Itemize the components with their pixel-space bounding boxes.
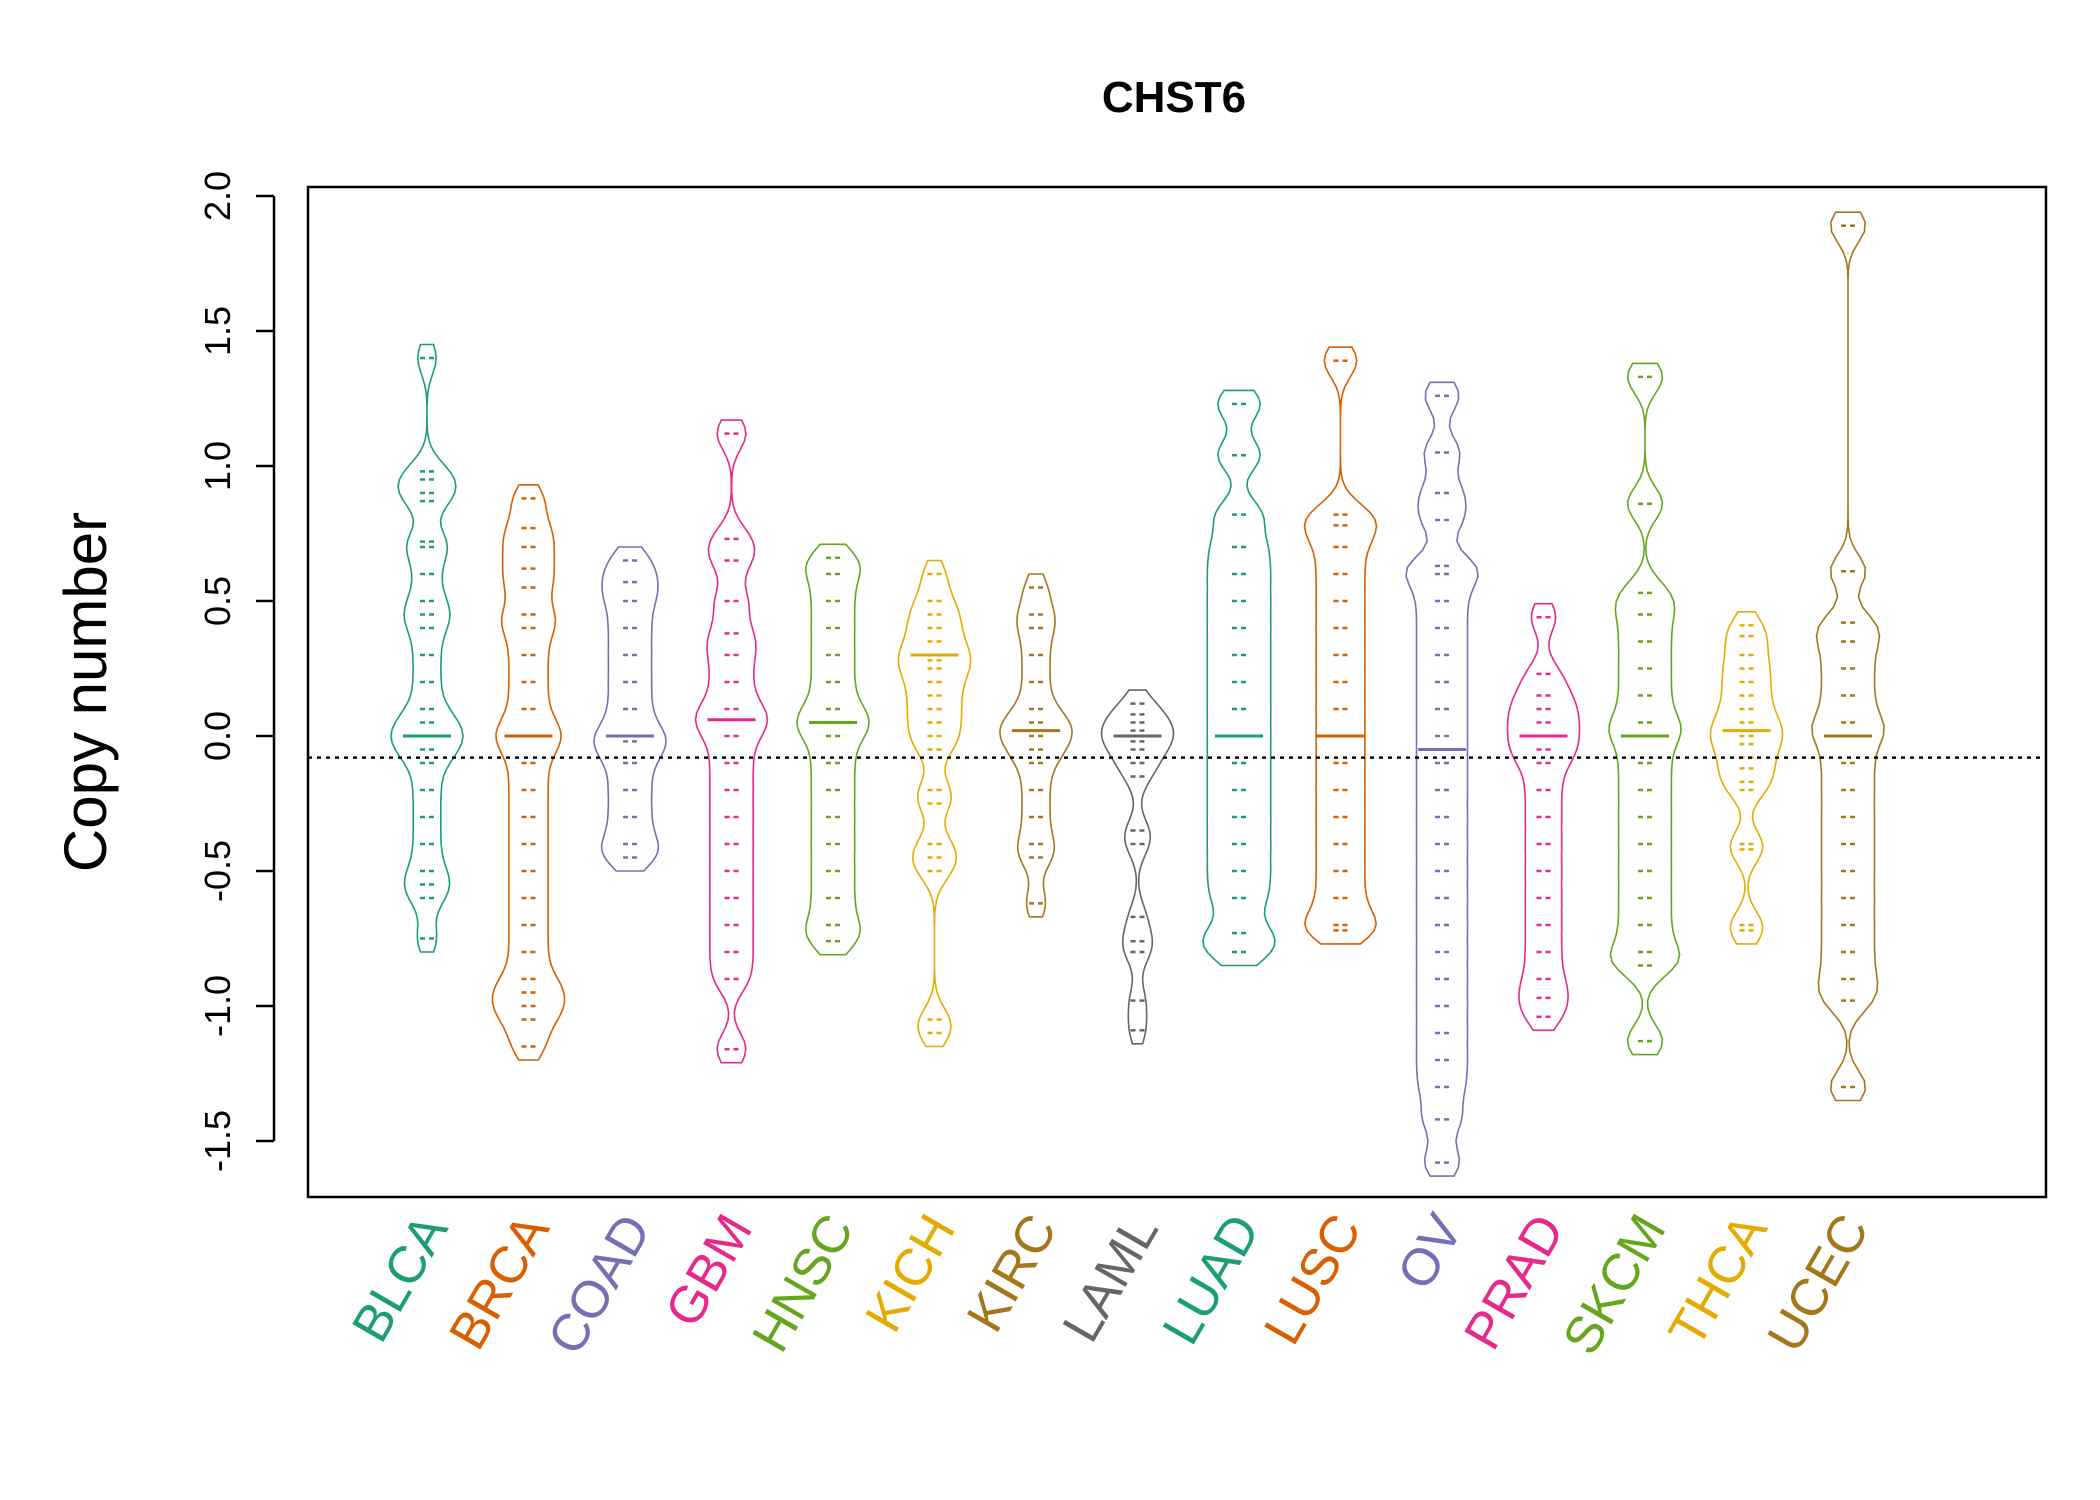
y-tick-label: 2.0 [197,171,238,221]
bean-outline [390,343,464,953]
bean-thca [1709,611,1784,945]
bean-outline [1608,362,1682,1056]
bean-outline [897,559,972,1048]
bean-ucec [1811,211,1885,1102]
x-category-label: KICH [855,1205,967,1342]
bean-outline [1709,611,1784,945]
bean-outline [999,573,1073,918]
bean-outline [1506,602,1581,1032]
bean-skcm [1608,362,1682,1056]
x-category-label: LAML [1052,1205,1170,1352]
bean-outline [796,543,870,956]
y-tick-label: -1.5 [197,1110,238,1172]
x-category-label: LUAD [1152,1205,1272,1354]
y-tick-label: -0.5 [197,840,238,902]
y-axis: -1.5 -1.0 -0.5 0.0 0.5 1.0 1.5 2.0 [197,171,276,1172]
bean-blca [390,343,464,953]
bean-laml [1100,689,1175,1045]
x-category-label: LUSC [1253,1205,1373,1354]
y-tick-label: 1.5 [197,306,238,356]
bean-outline [491,484,566,1061]
bean-outline [1405,381,1479,1177]
bean-lusc [1303,346,1378,945]
y-tick-label: 1.0 [197,441,238,491]
x-category-label: SKCM [1552,1205,1677,1364]
x-category-label: OV [1387,1205,1475,1299]
bean-outline [593,546,667,872]
y-tick-label: 0.5 [197,576,238,626]
bean-outline [1100,689,1175,1045]
x-category-label: UCEC [1756,1205,1880,1362]
bean-kirc [999,573,1073,918]
beans-layer [390,211,1885,1177]
chart-title: CHST6 [1102,73,1246,122]
bean-outline [694,419,769,1064]
bean-coad [593,546,667,872]
x-category-label: GBM [654,1205,763,1337]
y-tick-label: -1.0 [197,975,238,1037]
bean-outline [1202,389,1276,967]
bean-hnsc [796,543,870,956]
bean-outline [1811,211,1885,1102]
y-tick-label: 0.0 [197,711,238,761]
bean-luad [1202,389,1276,967]
bean-prad [1506,602,1581,1032]
y-axis-label: Copy number [52,512,119,872]
bean-outline [1303,346,1378,945]
bean-kich [897,559,972,1048]
bean-gbm [694,419,769,1064]
x-category-label: COAD [537,1205,662,1364]
bean-brca [491,484,566,1061]
x-category-label: HNSC [741,1205,865,1362]
bean-ov [1405,381,1479,1177]
plot-frame [306,185,2048,1199]
